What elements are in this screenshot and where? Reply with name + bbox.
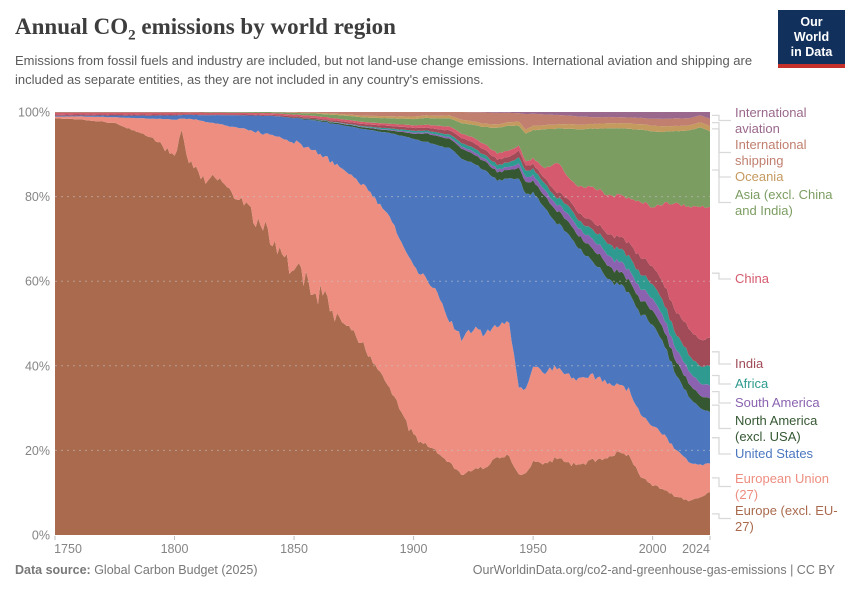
area-intl-shipping[interactable] <box>55 112 710 130</box>
legend-item-intl-aviation[interactable]: International aviation <box>735 105 807 136</box>
y-axis-label-0pct: 0% <box>32 529 50 543</box>
title-rest: emissions by world region <box>135 14 396 39</box>
legend-item-united-states[interactable]: United States <box>735 446 814 461</box>
area-intl-aviation[interactable] <box>55 112 710 119</box>
area-united-states[interactable] <box>55 114 710 466</box>
owid-logo-line1: Our World <box>793 15 830 44</box>
y-axis-label-20pct: 20% <box>25 444 50 458</box>
legend-connector-south-america <box>712 390 731 404</box>
legend-connector-intl-aviation <box>712 114 731 122</box>
x-axis-label-2000: 2000 <box>639 542 667 556</box>
legend-item-europe-excl-eu27[interactable]: Europe (excl. EU-27) <box>735 503 838 534</box>
area-asia-excl-china-india[interactable] <box>55 112 710 209</box>
y-axis-label-40pct: 40% <box>25 359 50 373</box>
x-axis-label-1800: 1800 <box>161 542 189 556</box>
legend-item-india[interactable]: India <box>735 356 764 371</box>
legend-item-asia-excl-china-india[interactable]: Asia (excl. China and India) <box>735 187 833 218</box>
legend-connector-asia-excl-china-india <box>712 169 731 204</box>
legend-item-china[interactable]: China <box>735 271 769 286</box>
title-text: Annual CO <box>15 14 129 39</box>
data-source: Data source: Global Carbon Budget (2025) <box>15 563 258 577</box>
data-source-value: Global Carbon Budget (2025) <box>90 563 258 577</box>
footer-citation-link[interactable]: OurWorldinData.org/co2-and-greenhouse-ga… <box>472 563 835 577</box>
owid-logo-line2: in Data <box>790 45 833 59</box>
chart-subtitle: Emissions from fossil fuels and industry… <box>15 53 753 87</box>
title-subscript: 2 <box>128 27 136 44</box>
legend-connector-china <box>712 272 731 280</box>
x-axis-label-2024: 2024 <box>682 542 710 556</box>
y-axis-label-80pct: 80% <box>25 190 50 204</box>
y-axis-label-60pct: 60% <box>25 275 50 289</box>
legend-connector-india <box>712 351 731 365</box>
legend-item-north-america-excl-usa[interactable]: North America (excl. USA) <box>735 413 818 444</box>
legend-connector-oceania <box>712 128 731 178</box>
legend-item-european-union-27[interactable]: European Union (27) <box>735 471 829 502</box>
chart-footer: Data source: Global Carbon Budget (2025)… <box>15 563 835 577</box>
legend-item-south-america[interactable]: South America <box>735 395 820 410</box>
legend-connector-europe-excl-eu27 <box>712 513 731 520</box>
x-axis-label-1850: 1850 <box>280 542 308 556</box>
legend-connector-european-union-27 <box>712 477 731 488</box>
area-oceania[interactable] <box>55 112 710 134</box>
legend-connector-north-america-excl-usa <box>712 404 731 430</box>
area-european-union-27[interactable] <box>55 116 710 502</box>
y-axis-label-100pct: 100% <box>18 106 50 120</box>
x-axis-label-1950: 1950 <box>519 542 547 556</box>
legend-item-oceania[interactable]: Oceania <box>735 169 784 184</box>
legend-connector-africa <box>712 374 731 385</box>
legend-connector-intl-shipping <box>712 121 731 154</box>
x-axis-label-1750: 1750 <box>54 542 82 556</box>
legend-item-intl-shipping[interactable]: International shipping <box>735 137 807 168</box>
area-europe-excl-eu27[interactable] <box>55 118 710 535</box>
data-source-label: Data source: <box>15 563 91 577</box>
owid-logo[interactable]: Our World in Data <box>778 10 845 68</box>
page-title: Annual CO2 emissions by world region <box>15 14 396 45</box>
legend-item-africa[interactable]: Africa <box>735 376 769 391</box>
area-china[interactable] <box>55 112 710 341</box>
x-axis-label-1900: 1900 <box>400 542 428 556</box>
legend-connector-united-states <box>712 437 731 455</box>
